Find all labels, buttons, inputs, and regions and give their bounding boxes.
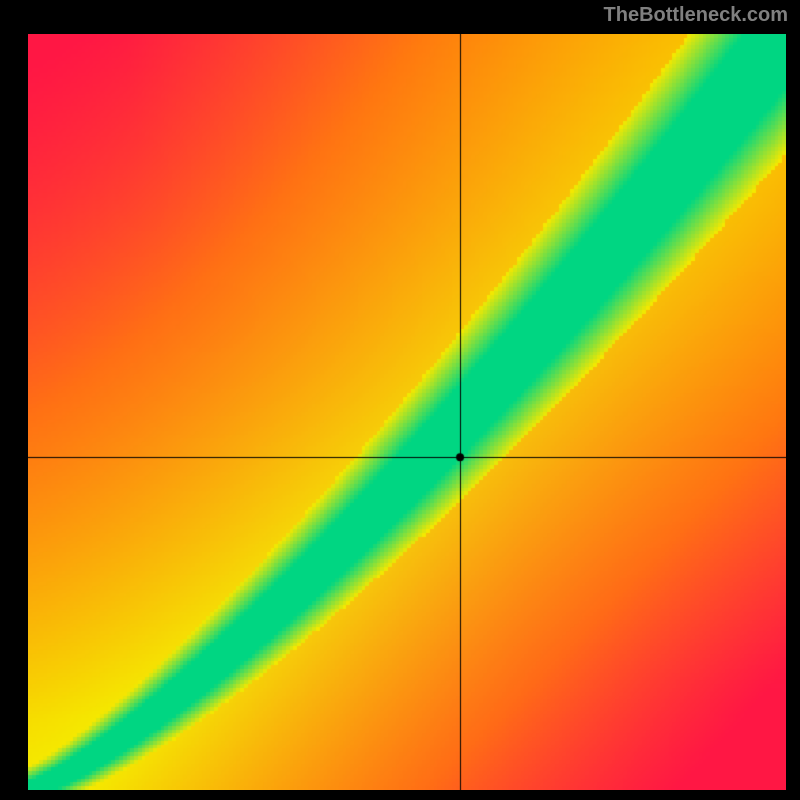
watermark-text: TheBottleneck.com: [604, 4, 788, 27]
bottleneck-heatmap: [28, 34, 786, 790]
